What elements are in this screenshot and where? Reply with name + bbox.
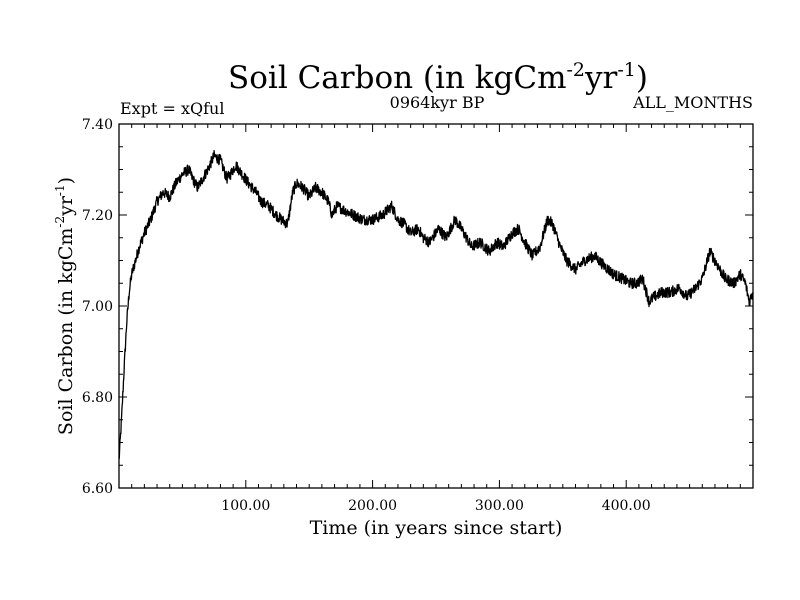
y-tick-label: 6.80: [82, 390, 113, 406]
y-tick-label: 6.60: [82, 481, 113, 497]
x-tick-label: 200.00: [348, 498, 397, 514]
period-label: 0964kyr BP: [390, 93, 485, 112]
series-line: [118, 150, 754, 460]
chart-title: Soil Carbon (in kgCm-2yr-1): [228, 59, 648, 96]
x-tick-label: 300.00: [475, 498, 524, 514]
months-label: ALL_MONTHS: [632, 93, 753, 112]
plot-frame: [118, 123, 754, 489]
x-tick-label: 400.00: [602, 498, 651, 514]
y-tick-label: 7.20: [82, 208, 113, 224]
x-tick-label: 100.00: [221, 498, 270, 514]
x-axis-label: Time (in years since start): [310, 517, 563, 539]
experiment-label: Expt = xQful: [120, 99, 224, 118]
y-axis-label: Soil Carbon (in kgCm-2yr-1): [53, 177, 77, 435]
y-tick-label: 7.00: [82, 299, 113, 315]
y-tick-label: 7.40: [82, 117, 113, 133]
